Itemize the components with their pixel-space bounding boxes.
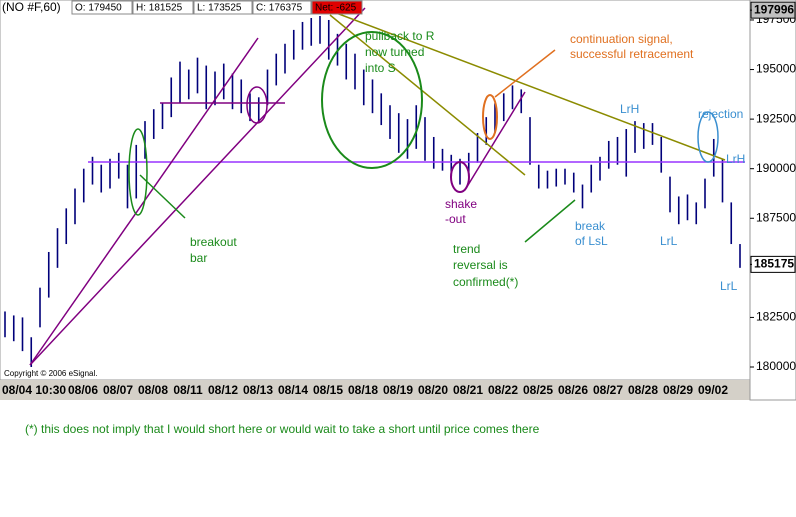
pointer <box>494 49 556 98</box>
annotation: confirmed(*) <box>453 275 518 289</box>
annotation: LrH <box>620 102 639 116</box>
annotation: LrL <box>720 279 738 293</box>
x-tick-label: 08/25 <box>523 383 553 397</box>
price-marker-label: 197996 <box>754 2 794 16</box>
circle <box>450 161 470 193</box>
header-box <box>252 0 312 15</box>
trendline <box>29 7 366 366</box>
x-tick-label: 08/12 <box>208 383 238 397</box>
x-tick-label: 08/08 <box>138 383 168 397</box>
x-tick-label: 08/27 <box>593 383 623 397</box>
x-tick-label: 08/04 10:30 <box>2 383 66 397</box>
y-tick-label: 180000 <box>756 359 796 373</box>
header-box <box>132 0 194 15</box>
net: Net: -625 <box>315 3 357 14</box>
annotation: of LsL <box>575 234 608 248</box>
annotation: break <box>575 219 606 233</box>
x-tick-label: 08/20 <box>418 383 448 397</box>
resistance-line <box>314 4 726 161</box>
y-axis-band <box>749 0 796 401</box>
circle <box>697 111 719 163</box>
footnote: (*) this does not imply that I would sho… <box>25 422 540 436</box>
copyright: Copyright © 2006 eSignal. <box>4 369 98 378</box>
x-tick-label: 08/21 <box>453 383 483 397</box>
annotation: LrL <box>660 234 678 248</box>
annotation: into S <box>365 61 396 75</box>
y-tick-label: 187500 <box>756 210 796 224</box>
annotation: breakout <box>190 235 237 249</box>
y-tick-label: 182500 <box>756 310 796 324</box>
x-tick-label: 08/26 <box>558 383 588 397</box>
x-tick-label: 08/18 <box>348 383 378 397</box>
pointer <box>524 199 576 243</box>
annotation: rejection <box>698 107 743 121</box>
trendline <box>464 91 526 191</box>
annotation: successful retracement <box>570 47 694 61</box>
price-marker-label: 185175 <box>754 257 794 271</box>
header-box <box>193 0 253 15</box>
annotations: pullback to R now turned into S continua… <box>190 29 745 293</box>
plot-area <box>0 0 751 381</box>
x-tick-label: 08/07 <box>103 383 133 397</box>
annotation: pullback to R <box>365 29 435 43</box>
annotation: -out <box>445 212 466 226</box>
header-box <box>311 0 363 15</box>
x-tick-label: 09/02 <box>698 383 728 397</box>
y-tick-label: 192500 <box>756 111 796 125</box>
y-tick-label: 195000 <box>756 62 796 76</box>
annotation: LrH <box>726 152 745 166</box>
annotation: shake <box>445 197 477 211</box>
open: O: 179450 <box>75 3 122 14</box>
circle <box>321 31 423 169</box>
x-tick-label: 08/28 <box>628 383 658 397</box>
resistance-line <box>329 14 526 176</box>
annotation: continuation signal, <box>570 32 673 46</box>
low: L: 173525 <box>197 3 242 14</box>
x-tick-label: 08/11 <box>173 383 203 397</box>
drawings <box>29 4 745 366</box>
annotation: trend <box>453 242 480 256</box>
y-tick-label: 190000 <box>756 161 796 175</box>
symbol: (NO #F,60) <box>2 0 61 14</box>
x-tick-label: 08/29 <box>663 383 693 397</box>
circle <box>482 94 498 140</box>
x-tick-label: 08/15 <box>313 383 343 397</box>
circle <box>128 128 148 216</box>
header-box <box>71 0 133 15</box>
circle <box>246 86 268 124</box>
bars <box>4 16 741 367</box>
annotation: now turned <box>365 45 424 59</box>
x-tick-label: 08/19 <box>383 383 413 397</box>
annotation: bar <box>190 251 207 265</box>
high: H: 181525 <box>136 3 183 14</box>
x-axis-band <box>0 380 750 400</box>
annotation: reversal is <box>453 258 508 272</box>
x-tick-label: 08/06 <box>68 383 98 397</box>
x-tick-label: 08/14 <box>278 383 308 397</box>
close: C: 176375 <box>256 3 303 14</box>
x-tick-label: 08/22 <box>488 383 518 397</box>
x-tick-label: 08/13 <box>243 383 273 397</box>
